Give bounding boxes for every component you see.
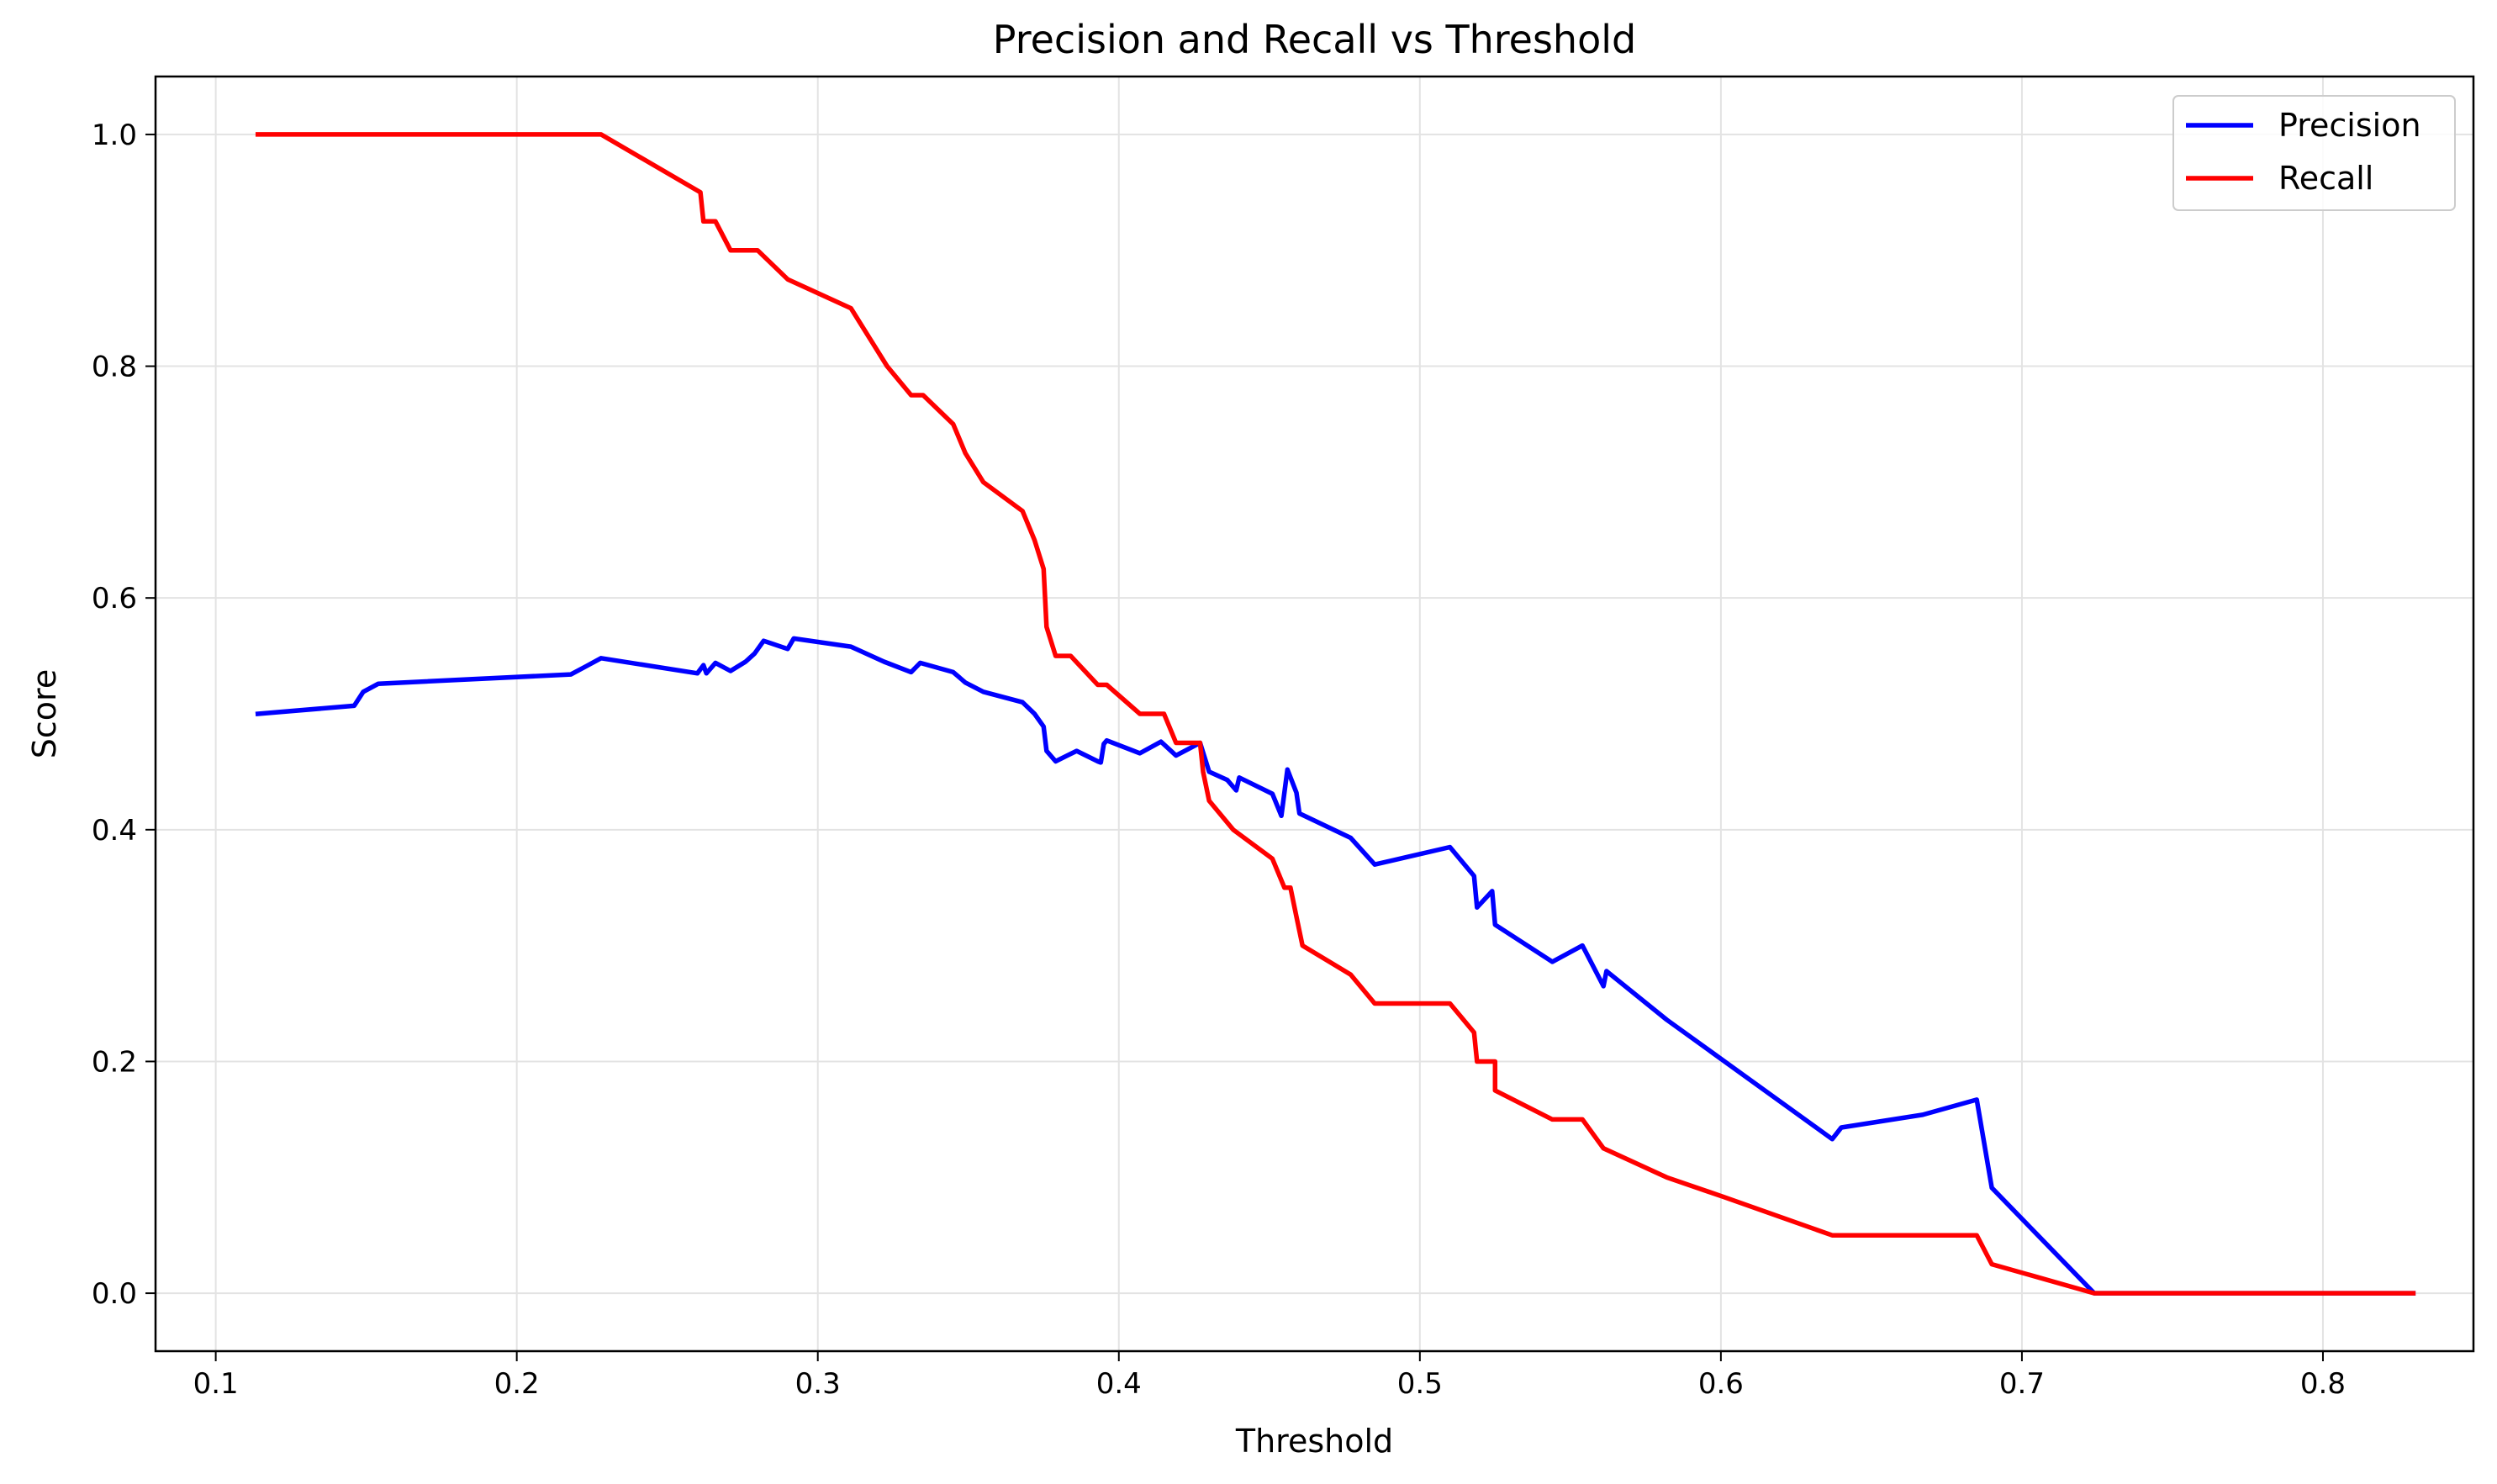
x-axis-title: Threshold — [1235, 1423, 1393, 1460]
x-tick-label: 0.2 — [494, 1367, 540, 1401]
plot-frame — [154, 75, 2475, 1353]
recall-line — [255, 132, 2416, 1296]
x-tick-label: 0.6 — [1698, 1367, 1744, 1401]
x-tick-label: 0.3 — [795, 1367, 841, 1401]
y-tick-label: 0.6 — [92, 582, 137, 615]
legend-label-recall: Recall — [2278, 160, 2373, 197]
series-lines — [255, 132, 2416, 1296]
chart-title: Precision and Recall vs Threshold — [993, 17, 1636, 62]
y-axis-title: Score — [26, 669, 63, 758]
x-axis-ticks: 0.1 0.2 0.3 0.4 0.5 0.6 0.7 0.8 — [193, 1351, 2346, 1401]
precision-line — [255, 636, 2416, 1296]
y-tick-label: 0.2 — [92, 1045, 137, 1079]
x-tick-label: 0.4 — [1096, 1367, 1142, 1401]
legend-label-precision: Precision — [2278, 107, 2421, 144]
legend: Precision Recall — [2172, 95, 2456, 211]
x-tick-label: 0.8 — [2300, 1367, 2346, 1401]
y-tick-label: 0.4 — [92, 814, 137, 848]
y-tick-label: 0.0 — [92, 1277, 137, 1311]
y-tick-label: 0.8 — [92, 351, 137, 384]
x-tick-label: 0.5 — [1397, 1367, 1443, 1401]
y-tick-label: 1.0 — [92, 119, 137, 152]
grid — [156, 77, 2473, 1351]
y-axis-ticks: 0.0 0.2 0.4 0.6 0.8 1.0 — [92, 119, 156, 1311]
x-tick-label: 0.1 — [193, 1367, 239, 1401]
x-tick-label: 0.7 — [1999, 1367, 2045, 1401]
